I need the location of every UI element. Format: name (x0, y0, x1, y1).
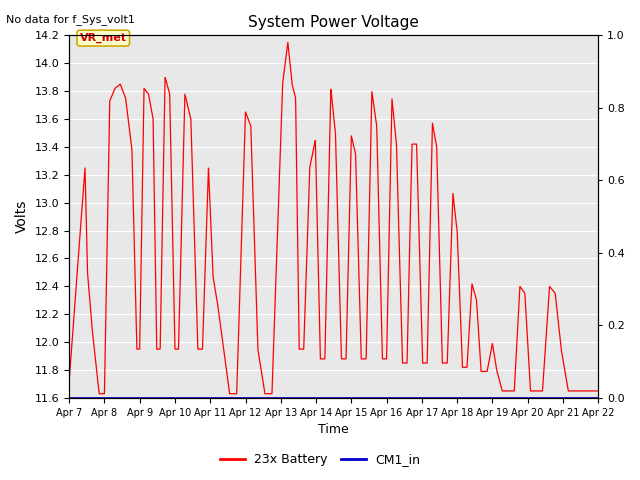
X-axis label: Time: Time (318, 423, 349, 436)
Legend: 23x Battery, CM1_in: 23x Battery, CM1_in (214, 448, 426, 471)
Line: 23x Battery: 23x Battery (69, 42, 598, 394)
Text: No data for f_Sys_volt1: No data for f_Sys_volt1 (6, 14, 135, 25)
23x Battery (552, 297, 560, 303)
23x Battery (450, 198, 458, 204)
Title: System Power Voltage: System Power Voltage (248, 15, 419, 30)
23x Battery (317, 356, 324, 362)
23x Battery (65, 378, 73, 384)
Text: VR_met: VR_met (80, 33, 127, 43)
23x Battery (292, 118, 300, 124)
23x Battery (595, 388, 602, 394)
23x Battery (579, 388, 586, 394)
Y-axis label: Volts: Volts (15, 200, 29, 233)
23x Battery (284, 39, 292, 45)
23x Battery (288, 77, 296, 83)
23x Battery (95, 391, 103, 396)
